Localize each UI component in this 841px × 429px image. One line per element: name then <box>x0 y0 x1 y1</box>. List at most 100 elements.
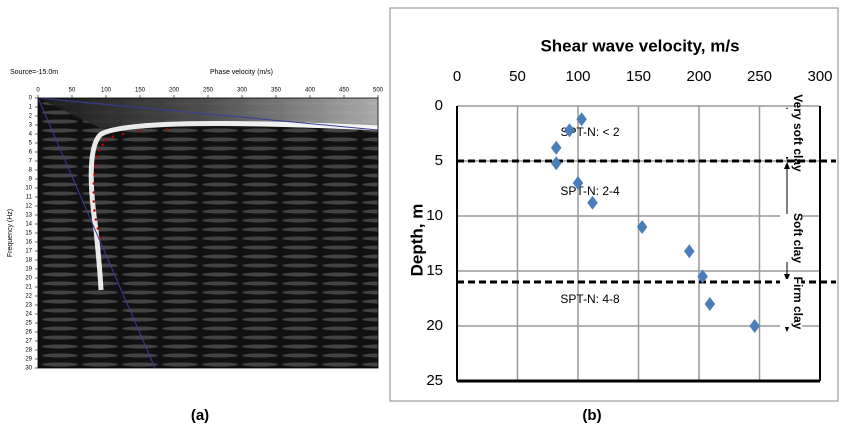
data-point <box>93 209 96 212</box>
annotation: SPT-N: < 2 <box>560 125 619 139</box>
arrow-head <box>784 274 790 281</box>
arrow-head <box>784 162 790 169</box>
data-point <box>550 156 562 171</box>
y-axis-title: Depth, m <box>407 204 426 277</box>
x-axis-title: Phase velocity (m/s) <box>210 69 273 76</box>
data-point <box>94 218 98 221</box>
y-tick-label: 5 <box>29 141 33 147</box>
x-tick-label: 200 <box>169 88 180 94</box>
x-tick-label: 200 <box>686 68 711 85</box>
y-tick-label: 15 <box>426 262 443 279</box>
x-tick-label: 500 <box>373 88 384 94</box>
y-tick-label: 15 <box>25 231 32 237</box>
data-point <box>138 130 142 133</box>
chart-title: Shear wave velocity, m/s <box>540 36 739 55</box>
y-tick-label: 6 <box>29 150 33 156</box>
data-point <box>96 227 100 230</box>
x-tick-label: 50 <box>509 68 526 85</box>
y-axis-title: Frequency (Hz) <box>7 209 14 257</box>
y-tick-label: 1 <box>29 105 33 111</box>
data-point <box>587 195 598 210</box>
y-tick-label: 22 <box>25 294 32 300</box>
panel-label: (b) <box>582 407 601 424</box>
y-tick-label: 20 <box>25 276 32 282</box>
y-tick-label: 30 <box>25 366 32 372</box>
x-tick-label: 100 <box>101 88 112 94</box>
y-tick-label: 0 <box>29 96 33 102</box>
layer-label: Very soft clay <box>791 94 805 172</box>
data-point <box>104 139 108 142</box>
data-point <box>550 140 562 155</box>
panel-label: (a) <box>191 407 209 424</box>
y-tick-label: 10 <box>426 207 443 224</box>
label-bg <box>780 279 802 327</box>
data-point <box>564 123 575 138</box>
data-point <box>111 135 115 138</box>
layer-label: Firm clay <box>791 277 805 330</box>
annotation: SPT-N: 4-8 <box>560 292 620 306</box>
y-tick-label: 2 <box>29 114 33 120</box>
data-point <box>92 200 96 203</box>
x-tick-label: 350 <box>271 88 282 94</box>
y-tick-label: 9 <box>29 177 33 183</box>
y-tick-label: 24 <box>25 312 32 318</box>
data-point <box>95 155 99 158</box>
x-tick-label: 250 <box>203 88 214 94</box>
y-tick-label: 10 <box>25 186 32 192</box>
y-tick-label: 4 <box>29 132 33 138</box>
x-tick-label: 0 <box>453 68 461 85</box>
label-bg <box>780 109 802 157</box>
y-tick-label: 19 <box>25 267 32 273</box>
y-tick-label: 29 <box>25 357 32 363</box>
label-bg <box>780 214 802 262</box>
data-point <box>576 112 587 127</box>
layer-label: Soft clay <box>791 213 805 263</box>
y-tick-label: 8 <box>29 168 33 174</box>
x-tick-label: 0 <box>36 88 40 94</box>
y-tick-label: 5 <box>435 152 443 169</box>
x-tick-label: 50 <box>69 88 76 94</box>
y-tick-label: 23 <box>25 303 32 309</box>
data-point <box>94 164 98 167</box>
data-point <box>99 236 102 239</box>
y-tick-label: 25 <box>25 321 32 327</box>
y-tick-label: 28 <box>25 348 32 354</box>
y-tick-label: 14 <box>25 222 32 228</box>
x-tick-label: 450 <box>339 88 350 94</box>
y-tick-label: 11 <box>26 195 33 201</box>
data-point <box>704 297 716 311</box>
y-tick-label: 17 <box>25 249 32 255</box>
y-tick-label: 16 <box>25 240 32 246</box>
x-tick-label: 400 <box>305 88 316 94</box>
x-tick-label: 150 <box>135 88 146 94</box>
x-tick-label: 150 <box>626 68 651 85</box>
x-tick-label: 300 <box>237 88 248 94</box>
dispersion-image <box>37 97 379 369</box>
data-point <box>93 173 96 176</box>
y-tick-label: 27 <box>25 339 32 345</box>
y-tick-label: 13 <box>25 213 32 219</box>
y-tick-label: 0 <box>435 97 443 114</box>
data-point <box>697 269 708 284</box>
x-tick-label: 250 <box>747 68 772 85</box>
y-tick-label: 21 <box>25 285 32 291</box>
data-point <box>92 182 96 185</box>
data-point <box>121 132 125 136</box>
y-tick-label: 18 <box>25 258 32 264</box>
x-tick-label: 100 <box>565 68 590 85</box>
data-point <box>636 220 648 234</box>
annotation: SPT-N: 2-4 <box>560 184 620 198</box>
y-tick-label: 3 <box>29 123 33 129</box>
y-tick-label: 7 <box>29 159 33 165</box>
y-tick-label: 20 <box>426 317 443 334</box>
data-point <box>101 143 104 147</box>
data-point <box>92 191 96 194</box>
chart-title: Source=-15.0m <box>10 69 58 76</box>
data-point <box>684 244 695 259</box>
y-tick-label: 25 <box>426 372 443 389</box>
panel-frame <box>389 7 839 402</box>
data-point <box>572 176 584 190</box>
x-tick-label: 300 <box>807 68 832 85</box>
data-point <box>165 128 169 131</box>
